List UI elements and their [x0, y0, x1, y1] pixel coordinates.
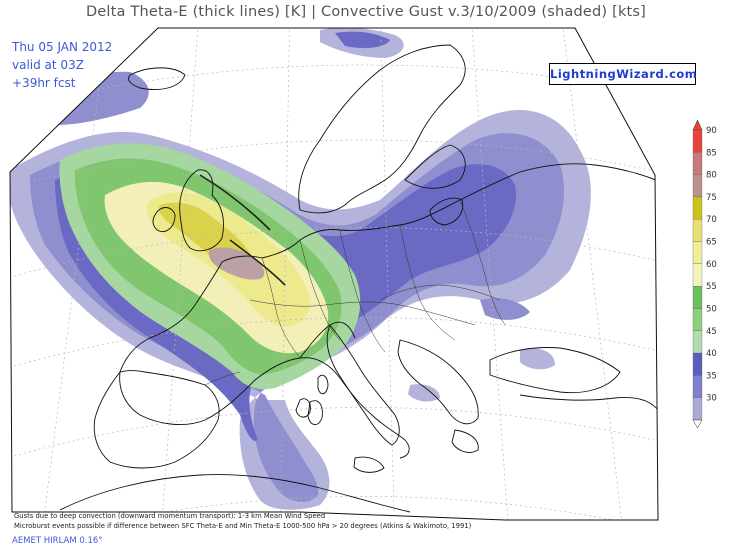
legend-label-55: 55 [706, 282, 717, 292]
legend-swatch-70 [692, 219, 703, 242]
legend-swatch-50 [692, 308, 703, 331]
footnote-line-2: Microburst events possible if difference… [14, 521, 472, 530]
legend-swatch-35 [692, 375, 703, 398]
legend-label-80: 80 [706, 171, 717, 181]
legend-label-45: 45 [706, 327, 717, 337]
legend-arrow-max [692, 119, 703, 131]
legend-swatch-85 [692, 152, 703, 175]
legend-label-70: 70 [706, 215, 717, 225]
legend-swatch-30 [692, 397, 703, 421]
legend-label-35: 35 [706, 371, 717, 381]
legend-label-75: 75 [706, 193, 717, 203]
footnote-line-1: Gusts due to deep convection (downward m… [14, 512, 326, 520]
lightningwizard-logo[interactable]: LightningWizard.com [549, 63, 697, 85]
gust-area-80kt [208, 247, 265, 280]
legend-swatch-55 [692, 286, 703, 309]
legend-swatch-90 [692, 129, 703, 153]
legend-swatch-75 [692, 196, 703, 220]
legend-swatch-65 [692, 241, 703, 264]
gust-area-east-35kt [480, 298, 530, 320]
forecast-lead-time: +39hr fcst [12, 76, 76, 90]
theta-e-contours [199, 174, 286, 286]
footnote: Gusts due to deep convection (downward m… [14, 512, 471, 531]
legend-label-50: 50 [706, 304, 717, 314]
legend-label-85: 85 [706, 148, 717, 158]
legend-swatch-80 [692, 174, 703, 198]
gust-area-balkan-30kt [520, 348, 555, 370]
map-title: Delta Theta-E (thick lines) [K] | Convec… [85, 4, 647, 20]
legend-arrow-min [692, 419, 703, 429]
legend-label-60: 60 [706, 260, 717, 270]
color-scale-legend: 90 85 80 75 70 65 60 55 50 45 40 35 30 [690, 118, 730, 429]
forecast-info: Thu 05 JAN 2012 valid at 03Z +39hr fcst [12, 38, 112, 92]
legend-label-65: 65 [706, 238, 717, 248]
legend-swatch-60 [692, 263, 703, 287]
coastlines [59, 44, 658, 513]
legend-swatch-40 [692, 352, 703, 376]
forecast-date: Thu 05 JAN 2012 [12, 40, 113, 54]
gust-area-med-30kt [408, 384, 440, 402]
gust-area-north-40kt [335, 31, 390, 48]
legend-swatch-45 [692, 330, 703, 354]
forecast-valid-time: valid at 03Z [12, 58, 84, 72]
legend-label-40: 40 [706, 349, 717, 359]
model-credit: AEMET HIRLAM 0.16° [12, 536, 103, 546]
country-borders [204, 199, 506, 386]
legend-label-90: 90 [706, 126, 717, 136]
legend-label-30: 30 [706, 394, 717, 404]
